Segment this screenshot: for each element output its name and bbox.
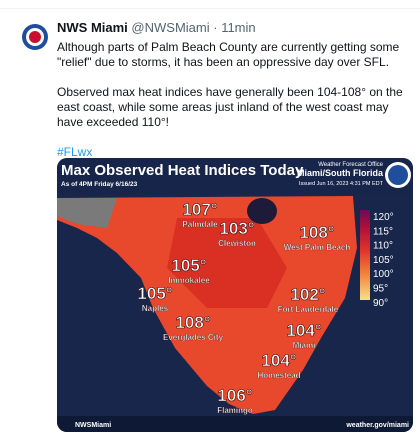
legend-label: 105° [373, 255, 394, 266]
issued: Issued Jun 16, 2023 4:31 PM EDT [299, 181, 384, 187]
legend-label: 95° [373, 284, 388, 295]
author[interactable]: NWS Miami [57, 20, 128, 35]
footer-url: weather.gov/miami [345, 422, 409, 429]
tab-bar [0, 0, 420, 9]
city-value: 106° [217, 386, 252, 405]
tweet-image[interactable]: Max Observed Heat Indices Today As of 4PM… [57, 158, 413, 432]
legend-label: 110° [373, 241, 393, 252]
city-value: 104° [261, 351, 296, 370]
hashtag[interactable]: #FLwx [57, 145, 93, 159]
city-name: Homestead [257, 371, 300, 380]
city-name: Everglades City [163, 333, 224, 342]
legend-label: 100° [373, 269, 394, 280]
city-name: Immokalee [168, 276, 210, 285]
legend-bar [360, 210, 370, 300]
office: Weather Forecast Office [318, 162, 383, 168]
city-value: 107° [182, 200, 217, 219]
office-name: Miami/South Florida [297, 168, 384, 178]
tweet-text: Although parts of Palm Beach County are … [57, 40, 409, 175]
title-bar [57, 158, 413, 194]
city-name: Fort Lauderdale [278, 305, 339, 314]
city-name: Naples [142, 304, 169, 313]
city-name: Clewiston [218, 239, 256, 248]
city-value: 108° [299, 223, 334, 242]
legend-label: 90° [373, 298, 388, 309]
tweet-header: NWS Miami @NWSMiami · 11min [57, 20, 256, 35]
city-value: 104° [286, 321, 321, 340]
time[interactable]: 11min [221, 20, 256, 35]
land-hot [167, 218, 287, 308]
legend-label: 115° [373, 226, 393, 237]
paragraph: Observed max heat indices have generally… [57, 85, 403, 129]
city-value: 108° [175, 313, 210, 332]
city-name: Miami [293, 341, 316, 350]
handle[interactable]: @NWSMiami [131, 20, 210, 35]
legend-label: 120° [373, 212, 394, 223]
footer-bar [57, 416, 413, 432]
image-title: Max Observed Heat Indices Today [61, 162, 304, 179]
city-value: 102° [290, 285, 325, 304]
avatar[interactable] [22, 24, 48, 50]
land-grey [57, 198, 117, 228]
city-name: Palmdale [182, 220, 218, 229]
city-value: 105° [137, 284, 172, 303]
paragraph: Although parts of Palm Beach County are … [57, 40, 400, 69]
city-value: 105° [171, 256, 206, 275]
city-name: Flamingo [217, 406, 253, 415]
city-value: 103° [219, 219, 254, 238]
image-subtitle: As of 4PM Friday 6/16/23 [61, 181, 138, 188]
lake-okeechobee [247, 198, 277, 224]
footer-handle: NWSMiami [75, 422, 111, 429]
city-name: West Palm Beach [284, 243, 351, 252]
